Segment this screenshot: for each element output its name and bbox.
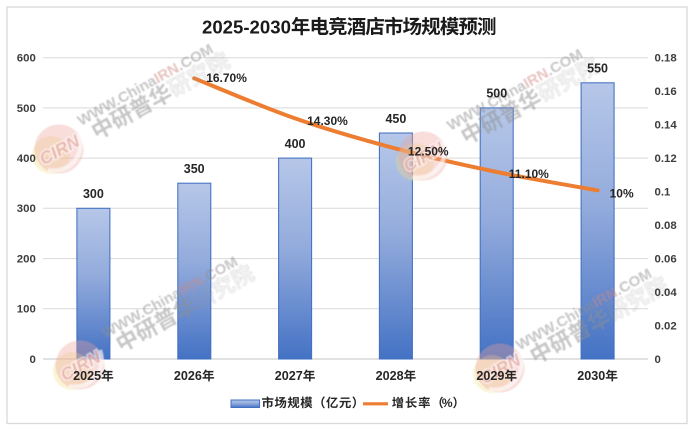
svg-text:0.12: 0.12 [655, 153, 677, 165]
svg-text:11.10%: 11.10% [509, 167, 549, 181]
svg-text:12.50%: 12.50% [408, 145, 449, 159]
svg-text:14.30%: 14.30% [307, 114, 348, 128]
svg-text:0.18: 0.18 [655, 53, 677, 65]
svg-text:0.02: 0.02 [655, 320, 677, 332]
svg-text:0.1: 0.1 [655, 187, 671, 199]
svg-text:400: 400 [17, 153, 36, 165]
svg-text:2026: 2026 [174, 369, 202, 383]
svg-text:0.08: 0.08 [655, 220, 677, 232]
svg-text:0.14: 0.14 [655, 120, 678, 132]
svg-text:2028: 2028 [376, 369, 404, 383]
svg-text:16.70%: 16.70% [206, 71, 247, 85]
svg-text:350: 350 [184, 162, 205, 176]
svg-text:2027: 2027 [275, 369, 303, 383]
svg-text:10%: 10% [610, 187, 634, 201]
svg-text:200: 200 [17, 254, 36, 266]
svg-text:2025-2030: 2025-2030 [202, 17, 291, 38]
svg-text:450: 450 [385, 112, 406, 126]
svg-text:0.06: 0.06 [655, 254, 677, 266]
svg-text:100: 100 [17, 304, 36, 316]
svg-text:0.04: 0.04 [655, 287, 678, 299]
svg-text:300: 300 [17, 203, 36, 215]
svg-text:300: 300 [83, 187, 104, 201]
svg-text:2029: 2029 [476, 369, 504, 383]
svg-text:600: 600 [17, 53, 36, 65]
svg-text:500: 500 [486, 87, 507, 101]
svg-text:0: 0 [29, 354, 35, 366]
svg-text:500: 500 [17, 103, 36, 115]
svg-text:0: 0 [655, 354, 661, 366]
svg-text:2030: 2030 [577, 369, 605, 383]
svg-text:400: 400 [285, 137, 306, 151]
svg-text:550: 550 [587, 62, 608, 76]
svg-text:0.16: 0.16 [655, 86, 677, 98]
svg-text:2025: 2025 [73, 369, 101, 383]
svg-text:%: % [442, 396, 453, 410]
